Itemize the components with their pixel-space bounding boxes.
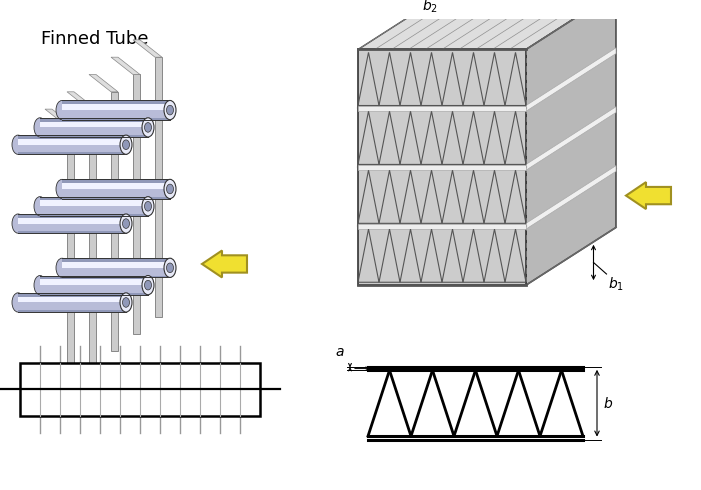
Text: $b_1$: $b_1$ [608, 276, 625, 294]
Polygon shape [626, 182, 671, 209]
Polygon shape [62, 104, 170, 110]
Ellipse shape [123, 219, 130, 228]
Polygon shape [18, 214, 126, 233]
Polygon shape [18, 218, 126, 231]
Polygon shape [202, 250, 247, 277]
Polygon shape [20, 363, 260, 416]
Ellipse shape [144, 280, 151, 290]
Text: $b$: $b$ [603, 396, 613, 411]
Ellipse shape [164, 100, 176, 120]
Ellipse shape [123, 140, 130, 149]
Polygon shape [526, 166, 616, 229]
Polygon shape [62, 183, 170, 196]
Polygon shape [111, 92, 118, 351]
Ellipse shape [34, 275, 46, 295]
Polygon shape [40, 200, 148, 206]
Ellipse shape [142, 118, 154, 137]
Ellipse shape [120, 135, 132, 154]
Polygon shape [526, 107, 616, 170]
Ellipse shape [12, 214, 24, 233]
Ellipse shape [167, 263, 174, 272]
Polygon shape [89, 109, 96, 369]
Ellipse shape [142, 196, 154, 216]
Polygon shape [133, 74, 140, 334]
Polygon shape [358, 0, 616, 49]
Ellipse shape [56, 179, 68, 198]
Polygon shape [358, 49, 526, 285]
Ellipse shape [12, 293, 24, 312]
Polygon shape [67, 126, 74, 386]
Polygon shape [18, 135, 126, 154]
Ellipse shape [56, 258, 68, 277]
Text: $a$: $a$ [335, 345, 345, 359]
Polygon shape [62, 179, 170, 198]
Ellipse shape [144, 122, 151, 132]
Polygon shape [18, 293, 126, 312]
Polygon shape [155, 57, 162, 317]
Polygon shape [358, 106, 526, 111]
Polygon shape [18, 296, 126, 302]
Polygon shape [40, 200, 148, 214]
Polygon shape [40, 275, 148, 295]
Polygon shape [18, 296, 126, 310]
Polygon shape [40, 279, 148, 285]
Polygon shape [89, 74, 118, 92]
Ellipse shape [167, 105, 174, 115]
Ellipse shape [12, 135, 24, 154]
Polygon shape [62, 262, 170, 268]
Text: Finned Tube: Finned Tube [41, 30, 149, 48]
Polygon shape [358, 224, 526, 229]
Polygon shape [358, 165, 526, 170]
Text: Plate-fin: Plate-fin [483, 30, 557, 48]
Ellipse shape [123, 297, 130, 307]
Polygon shape [18, 139, 126, 152]
Polygon shape [62, 100, 170, 120]
Polygon shape [133, 40, 162, 57]
Polygon shape [40, 196, 148, 216]
Polygon shape [62, 258, 170, 277]
Polygon shape [18, 139, 126, 145]
Polygon shape [62, 104, 170, 118]
Polygon shape [111, 57, 140, 74]
Ellipse shape [34, 118, 46, 137]
Ellipse shape [34, 196, 46, 216]
Polygon shape [45, 109, 74, 126]
Polygon shape [526, 0, 616, 285]
Ellipse shape [56, 100, 68, 120]
Ellipse shape [120, 214, 132, 233]
Ellipse shape [142, 275, 154, 295]
Polygon shape [40, 122, 148, 135]
Polygon shape [40, 118, 148, 137]
Ellipse shape [120, 293, 132, 312]
Polygon shape [40, 122, 148, 127]
Ellipse shape [167, 184, 174, 194]
Polygon shape [40, 279, 148, 293]
Ellipse shape [144, 201, 151, 211]
Polygon shape [18, 218, 126, 223]
Polygon shape [526, 48, 616, 111]
Polygon shape [62, 262, 170, 275]
Ellipse shape [164, 179, 176, 198]
Polygon shape [62, 183, 170, 189]
Ellipse shape [164, 258, 176, 277]
Text: $b_2$: $b_2$ [423, 0, 439, 15]
Polygon shape [67, 92, 96, 109]
